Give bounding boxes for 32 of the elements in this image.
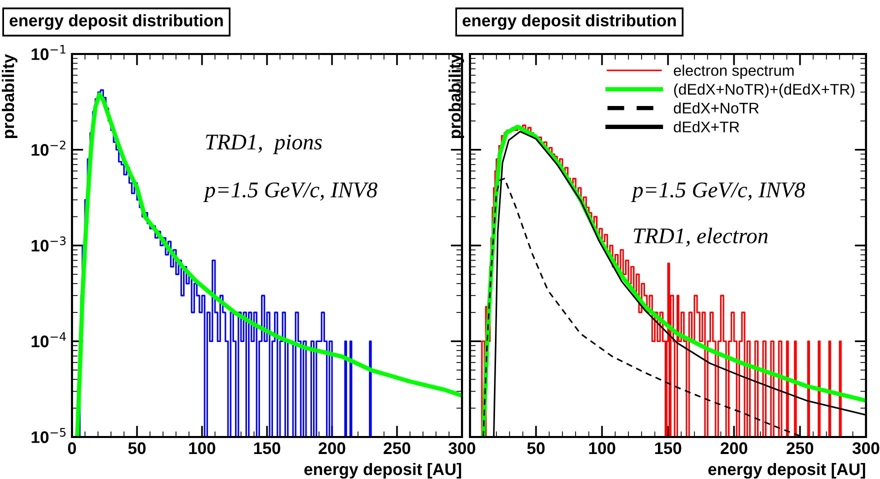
x-tick-label: 50	[527, 442, 545, 454]
annotation: TRD1, electron	[634, 228, 768, 247]
x-axis-title: energy deposit [AU]	[304, 462, 462, 479]
chart-title: energy deposit distribution	[10, 14, 223, 30]
x-tick-label: 150	[655, 442, 682, 454]
x-tick-label: 250	[384, 442, 410, 454]
x-tick-label: 50	[128, 442, 146, 454]
x-tick-label: 300	[852, 442, 880, 454]
x-tick-label: 100	[589, 442, 616, 454]
y-tick-label: 10$^{−4}$	[32, 332, 66, 348]
annotation: p=1.5 GeV/c, INV8	[631, 182, 806, 202]
legend-label: dEdX+NoTR	[674, 102, 759, 114]
y-tick-label: 10$^{−5}$	[32, 428, 66, 444]
x-tick-label: 200	[720, 442, 748, 454]
x-tick-label: 150	[254, 442, 280, 454]
x-axis-title: energy deposit [AU]	[708, 462, 866, 479]
x-tick-label: 100	[189, 442, 216, 454]
annotation: p=1.5 GeV/c, INV8	[203, 182, 378, 202]
x-tick-label: 0	[68, 442, 76, 454]
x-tick-label: 250	[786, 442, 814, 454]
y-tick-label: 10$^{−2}$	[32, 140, 66, 156]
y-tick-label: 10$^{−1}$	[32, 45, 66, 60]
legend-label: (dEdX+NoTR)+(dEdX+TR)	[674, 84, 854, 98]
legend-label: electron spectrum	[674, 64, 794, 79]
y-axis-title: probability	[448, 54, 464, 138]
x-tick-label: 200	[318, 442, 346, 454]
y-tick-label: 10$^{−3}$	[32, 236, 66, 252]
chart-title: energy deposit distribution	[462, 14, 676, 30]
legend-label: dEdX+TR	[674, 121, 740, 132]
annotation: TRD1, pions	[206, 134, 322, 154]
x-tick-label: 300	[448, 442, 476, 454]
y-axis-title: probability	[2, 54, 18, 138]
